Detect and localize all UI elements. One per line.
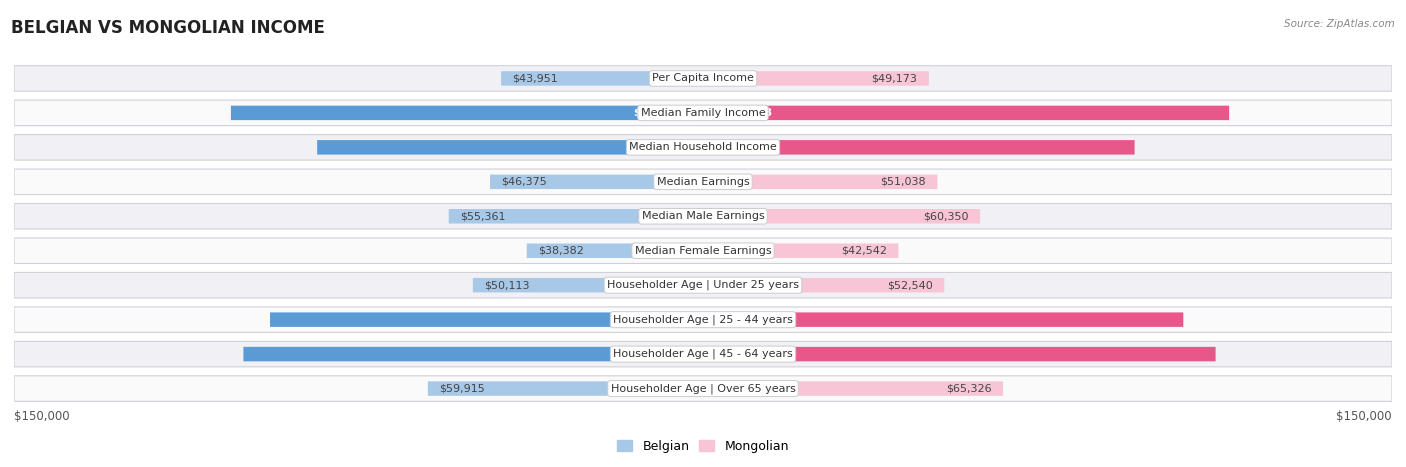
Text: Householder Age | Over 65 years: Householder Age | Over 65 years xyxy=(610,383,796,394)
Text: $84,008: $84,008 xyxy=(641,142,692,152)
FancyBboxPatch shape xyxy=(703,175,938,189)
FancyBboxPatch shape xyxy=(501,71,703,85)
Text: Householder Age | 25 - 44 years: Householder Age | 25 - 44 years xyxy=(613,314,793,325)
FancyBboxPatch shape xyxy=(14,204,1392,229)
FancyBboxPatch shape xyxy=(527,243,703,258)
FancyBboxPatch shape xyxy=(14,272,1392,298)
FancyBboxPatch shape xyxy=(427,382,703,396)
FancyBboxPatch shape xyxy=(449,209,703,224)
FancyBboxPatch shape xyxy=(243,347,703,361)
Text: Source: ZipAtlas.com: Source: ZipAtlas.com xyxy=(1284,19,1395,28)
FancyBboxPatch shape xyxy=(231,106,703,120)
Text: $60,350: $60,350 xyxy=(924,211,969,221)
FancyBboxPatch shape xyxy=(14,307,1392,333)
Text: $102,788: $102,788 xyxy=(633,108,692,118)
Text: Median Household Income: Median Household Income xyxy=(628,142,778,152)
FancyBboxPatch shape xyxy=(703,312,1184,327)
Legend: Belgian, Mongolian: Belgian, Mongolian xyxy=(612,435,794,458)
FancyBboxPatch shape xyxy=(14,134,1392,160)
Text: $49,173: $49,173 xyxy=(872,73,917,84)
FancyBboxPatch shape xyxy=(703,382,1002,396)
Text: $65,326: $65,326 xyxy=(946,383,991,394)
Text: $94,262: $94,262 xyxy=(640,315,692,325)
Text: $55,361: $55,361 xyxy=(460,211,506,221)
FancyBboxPatch shape xyxy=(491,175,703,189)
Text: $100,060: $100,060 xyxy=(633,349,692,359)
FancyBboxPatch shape xyxy=(703,209,980,224)
Text: $59,915: $59,915 xyxy=(439,383,485,394)
Text: Median Female Earnings: Median Female Earnings xyxy=(634,246,772,256)
FancyBboxPatch shape xyxy=(14,238,1392,263)
FancyBboxPatch shape xyxy=(703,347,1216,361)
Text: $114,553: $114,553 xyxy=(714,108,773,118)
Text: $150,000: $150,000 xyxy=(1336,410,1392,423)
Text: Per Capita Income: Per Capita Income xyxy=(652,73,754,84)
Text: Median Male Earnings: Median Male Earnings xyxy=(641,211,765,221)
Text: $51,038: $51,038 xyxy=(880,177,927,187)
FancyBboxPatch shape xyxy=(14,341,1392,367)
FancyBboxPatch shape xyxy=(14,376,1392,401)
Text: $104,578: $104,578 xyxy=(714,315,773,325)
FancyBboxPatch shape xyxy=(270,312,703,327)
FancyBboxPatch shape xyxy=(703,106,1229,120)
Text: $43,951: $43,951 xyxy=(513,73,558,84)
Text: $42,542: $42,542 xyxy=(841,246,887,256)
Text: Median Earnings: Median Earnings xyxy=(657,177,749,187)
Text: $46,375: $46,375 xyxy=(502,177,547,187)
FancyBboxPatch shape xyxy=(318,140,703,155)
FancyBboxPatch shape xyxy=(14,100,1392,126)
FancyBboxPatch shape xyxy=(703,243,898,258)
FancyBboxPatch shape xyxy=(703,278,945,292)
FancyBboxPatch shape xyxy=(14,169,1392,195)
Text: $52,540: $52,540 xyxy=(887,280,932,290)
Text: Householder Age | Under 25 years: Householder Age | Under 25 years xyxy=(607,280,799,290)
Text: Householder Age | 45 - 64 years: Householder Age | 45 - 64 years xyxy=(613,349,793,359)
FancyBboxPatch shape xyxy=(14,66,1392,91)
Text: $93,971: $93,971 xyxy=(714,142,765,152)
Text: BELGIAN VS MONGOLIAN INCOME: BELGIAN VS MONGOLIAN INCOME xyxy=(11,19,325,37)
FancyBboxPatch shape xyxy=(472,278,703,292)
Text: $50,113: $50,113 xyxy=(484,280,530,290)
Text: $111,602: $111,602 xyxy=(714,349,773,359)
FancyBboxPatch shape xyxy=(703,71,929,85)
Text: Median Family Income: Median Family Income xyxy=(641,108,765,118)
Text: $150,000: $150,000 xyxy=(14,410,70,423)
FancyBboxPatch shape xyxy=(703,140,1135,155)
Text: $38,382: $38,382 xyxy=(538,246,583,256)
